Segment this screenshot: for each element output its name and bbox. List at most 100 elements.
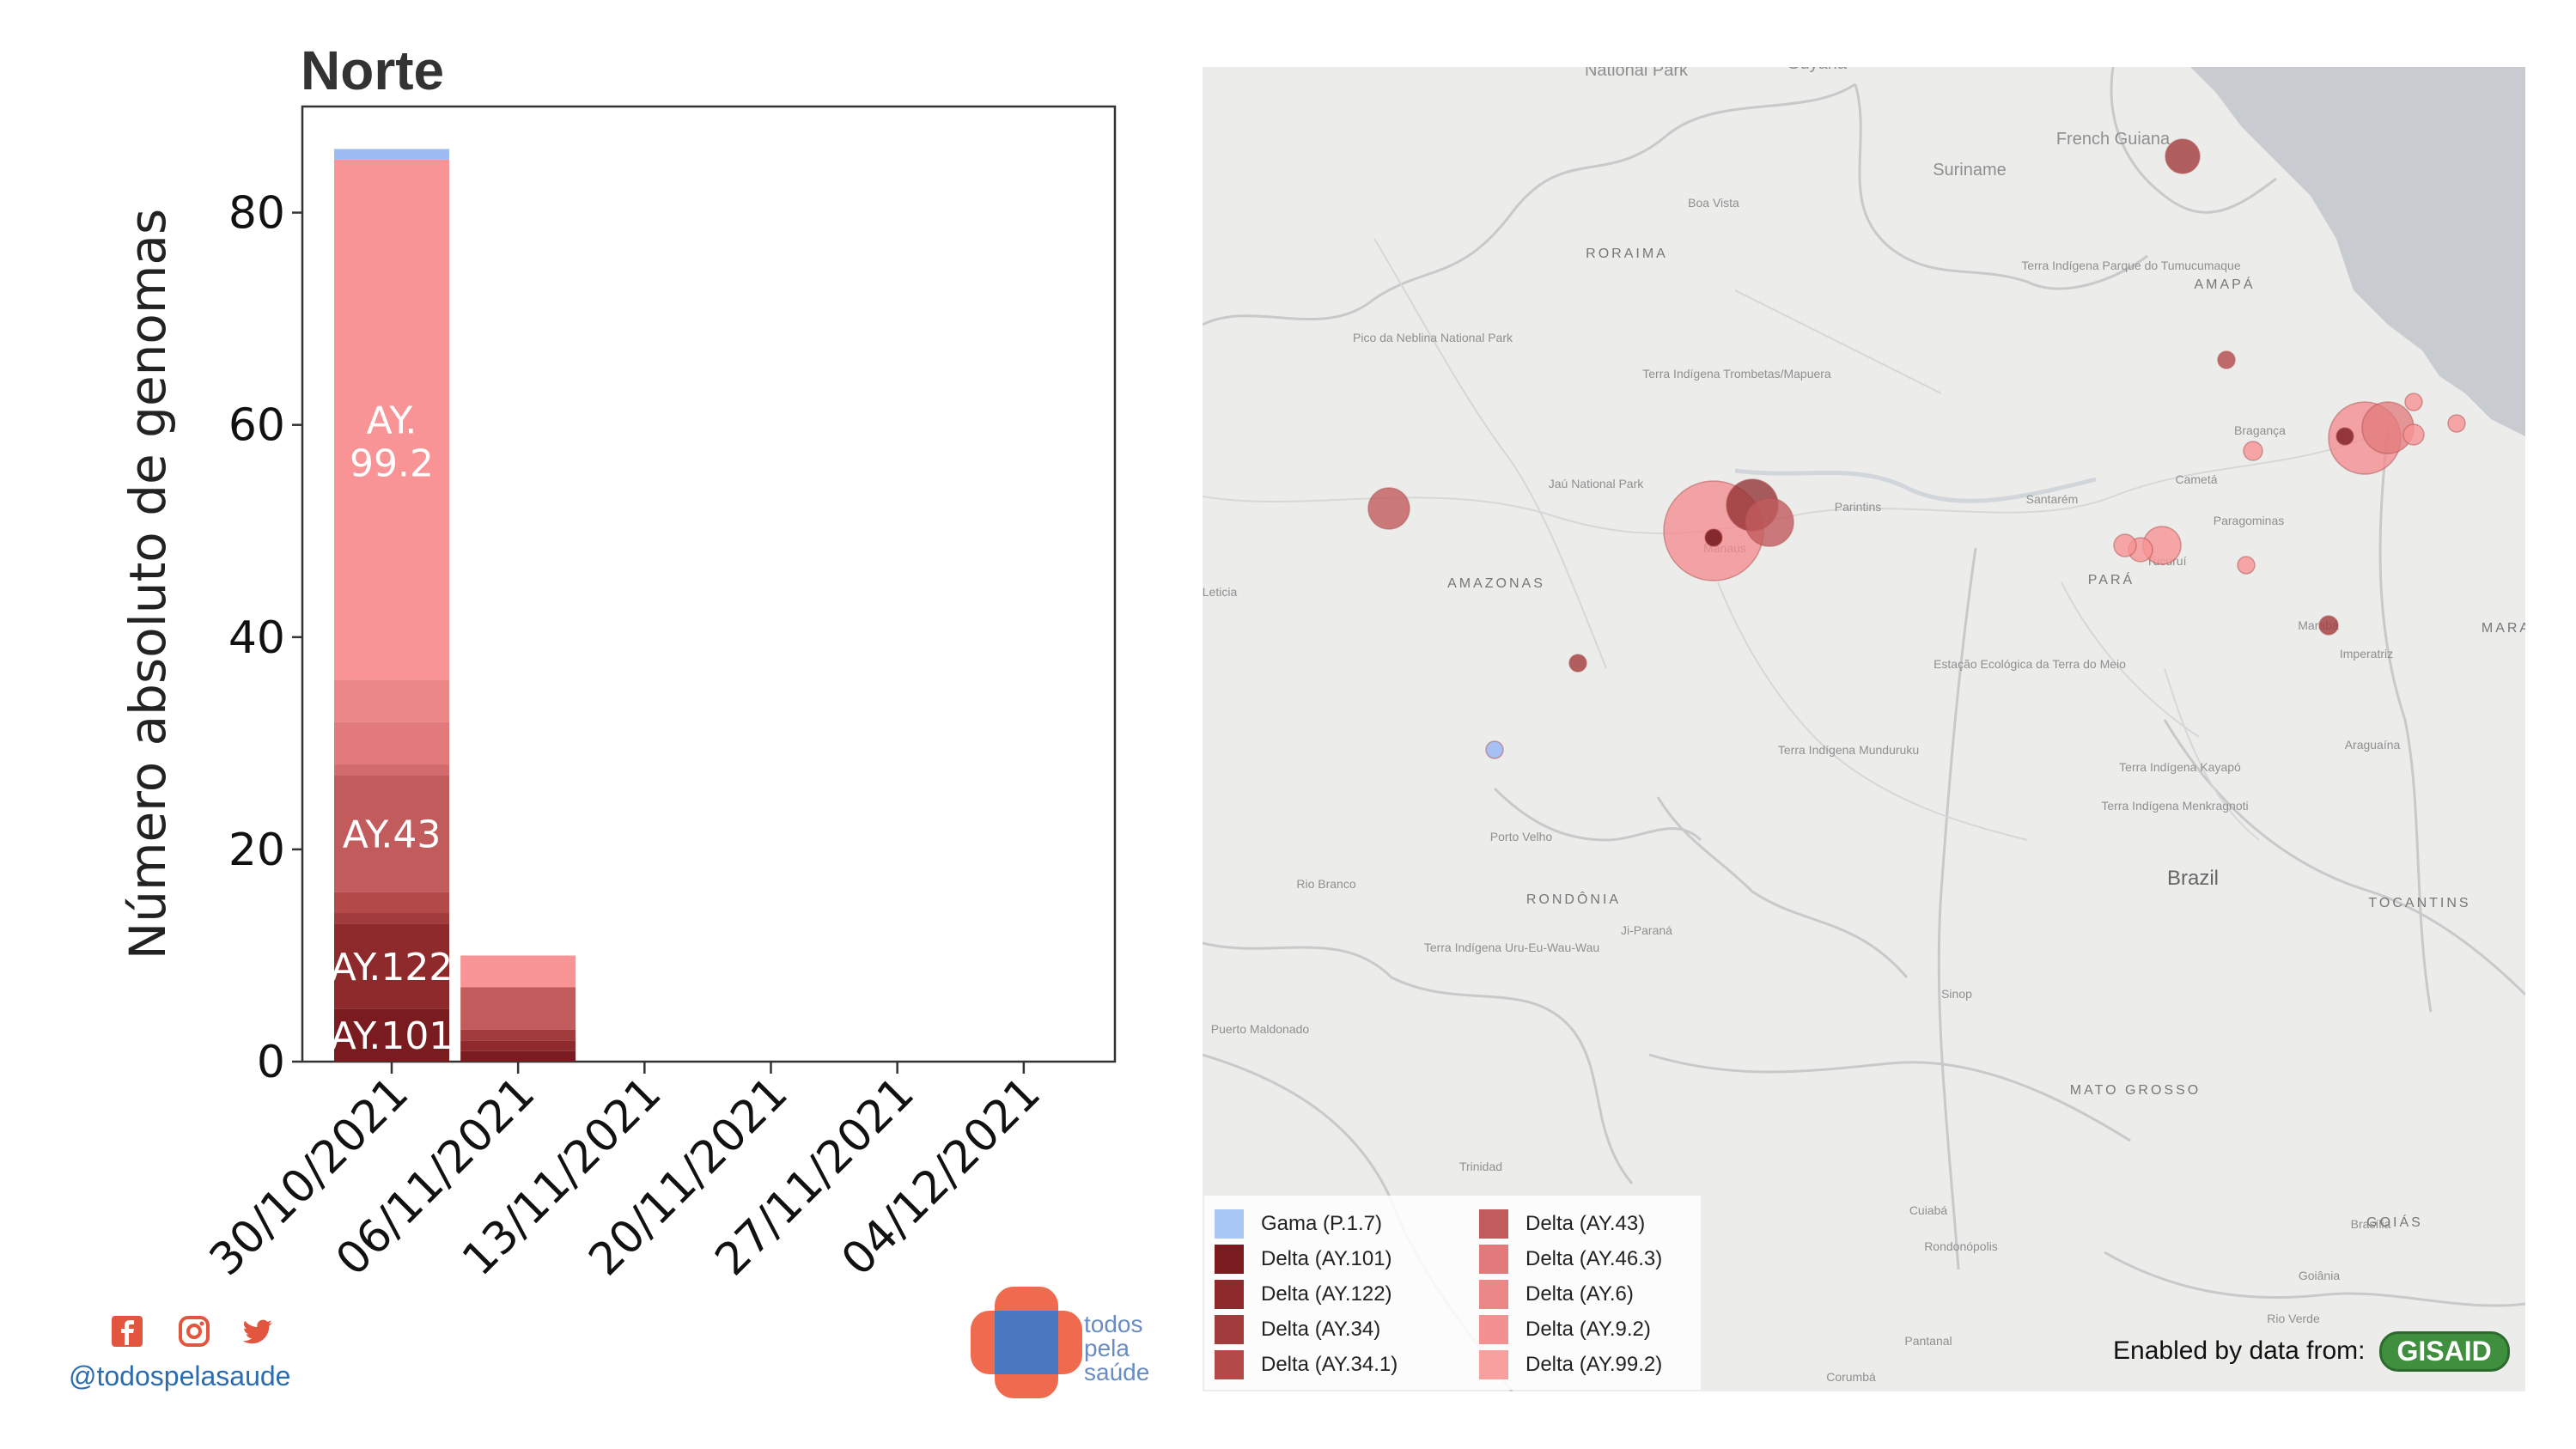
attribution: Enabled by data from: GISAID bbox=[2113, 1330, 2510, 1373]
bar-segment bbox=[334, 721, 449, 765]
legend-label: Delta (AY.99.2) bbox=[1526, 1352, 1663, 1376]
legend-label: Delta (AY.34) bbox=[1261, 1317, 1381, 1341]
bar-segment bbox=[460, 1050, 576, 1062]
map-canvas bbox=[1203, 67, 2525, 1391]
bar-segment bbox=[460, 987, 576, 1030]
map-place-label: Rio Verde bbox=[2267, 1312, 2320, 1325]
legend-swatch bbox=[1479, 1244, 1508, 1274]
map-bubble[interactable] bbox=[2318, 615, 2339, 636]
map-region-label: RORAIMA bbox=[1586, 247, 1668, 261]
bar-segment bbox=[334, 1008, 449, 1062]
brand-word-1: todos bbox=[1084, 1311, 1143, 1337]
legend-swatch bbox=[1215, 1314, 1244, 1344]
map-place-label: Estação Ecológica da Terra do Meio bbox=[1934, 657, 2126, 671]
legend-item: Delta (AY.99.2) bbox=[1469, 1347, 1701, 1382]
map-place-label: Trinidad bbox=[1459, 1160, 1502, 1173]
legend-item: Delta (AY.101) bbox=[1204, 1241, 1469, 1276]
map-place-label: Rondonópolis bbox=[1924, 1239, 1998, 1253]
map-region-label: TOCANTINS bbox=[2368, 896, 2470, 910]
legend-label: Gama (P.1.7) bbox=[1261, 1211, 1382, 1235]
bar-segment bbox=[334, 775, 449, 892]
map-bubble[interactable] bbox=[1367, 487, 1410, 530]
bar-segment bbox=[460, 955, 576, 988]
y-tick-label: 20 bbox=[228, 825, 285, 876]
map-place-label: Terra Indígena Parque do Tumucumaque bbox=[2021, 259, 2240, 272]
map-place-label: Porto Velho bbox=[1490, 830, 1553, 843]
map-region-label: MARA bbox=[2482, 621, 2525, 636]
legend-swatch bbox=[1479, 1209, 1508, 1239]
map-place-label: Brasília bbox=[2351, 1217, 2391, 1231]
map-bubble[interactable] bbox=[1485, 740, 1504, 759]
social-links: @todospelasaude bbox=[69, 1314, 344, 1400]
map-place-label: National Park bbox=[1585, 67, 1689, 80]
legend-swatch bbox=[1215, 1349, 1244, 1379]
map-country-label: Brazil bbox=[2167, 867, 2219, 890]
map-region-label: AMAPÁ bbox=[2194, 276, 2255, 292]
legend-label: Delta (AY.6) bbox=[1526, 1282, 1634, 1306]
legend-swatch bbox=[1479, 1349, 1508, 1379]
brand-word-2: pela bbox=[1084, 1335, 1130, 1361]
brand-cross-icon bbox=[971, 1287, 1082, 1398]
gisaid-logo[interactable]: GISAID bbox=[2378, 1330, 2510, 1372]
map-place-label: Bragança bbox=[2234, 423, 2286, 437]
chart-title: Norte bbox=[301, 40, 444, 101]
legend-item: Delta (AY.6) bbox=[1469, 1276, 1701, 1312]
social-handle[interactable]: @todospelasaude bbox=[69, 1361, 291, 1391]
map-place-label: Ji-Paraná bbox=[1621, 923, 1672, 937]
legend-label: Delta (AY.9.2) bbox=[1526, 1317, 1651, 1341]
twitter-icon[interactable] bbox=[241, 1314, 275, 1349]
map-place-label: Sinop bbox=[1941, 987, 1972, 1001]
y-tick-label: 40 bbox=[228, 612, 285, 664]
map-place-label: Boa Vista bbox=[1688, 196, 1739, 210]
legend-label: Delta (AY.101) bbox=[1261, 1246, 1392, 1270]
map-place-label: Terra Indígena Trombetas/Mapuera bbox=[1642, 367, 1831, 381]
legend-item: Gama (P.1.7) bbox=[1204, 1206, 1469, 1241]
map-place-label: Suriname bbox=[1933, 161, 2007, 180]
legend-item: Delta (AY.43) bbox=[1469, 1206, 1701, 1241]
map-region-label: AMAZONAS bbox=[1447, 576, 1545, 591]
segment-label: 99.2 bbox=[350, 442, 434, 486]
map-region-label: PARÁ bbox=[2088, 571, 2134, 588]
map-place-label: Santarém bbox=[2026, 492, 2079, 506]
map-bubble[interactable] bbox=[2447, 414, 2466, 433]
map-place-label: Corumbá bbox=[1826, 1370, 1876, 1384]
legend-item: Delta (AY.34.1) bbox=[1204, 1347, 1469, 1382]
legend-item: Delta (AY.46.3) bbox=[1469, 1241, 1701, 1276]
map-bubble[interactable] bbox=[1568, 654, 1587, 673]
map-place-label: Terra Indígena Kayapó bbox=[2119, 760, 2241, 774]
legend-swatch bbox=[1215, 1209, 1244, 1239]
map-legend: Gama (P.1.7) Delta (AY.43) Delta (AY.101) D… bbox=[1204, 1196, 1701, 1390]
facebook-icon[interactable] bbox=[110, 1314, 144, 1349]
map-place-label: French Guiana bbox=[2056, 130, 2171, 149]
map-bubble[interactable] bbox=[2243, 441, 2263, 461]
bar-segment bbox=[334, 923, 449, 1009]
map-bubbles bbox=[1367, 138, 2466, 759]
y-tick-label: 80 bbox=[228, 188, 285, 240]
legend-item: Delta (AY.122) bbox=[1204, 1276, 1469, 1312]
legend-label: Delta (AY.34.1) bbox=[1261, 1352, 1398, 1376]
map-bubble[interactable] bbox=[2217, 350, 2236, 369]
genome-map[interactable]: National Park Guyana Suriname French Guiana… bbox=[1203, 67, 2525, 1391]
segment-label: AY.43 bbox=[343, 813, 442, 856]
map-place-label: Jaú National Park bbox=[1549, 477, 1645, 490]
bar-segment bbox=[334, 159, 449, 680]
map-place-label: Terra Indígena Menkragnoti bbox=[2101, 799, 2248, 813]
map-place-label: Cametá bbox=[2175, 472, 2217, 486]
todos-pela-saude-logo: todos pela saúde bbox=[971, 1287, 1177, 1398]
map-bubble[interactable] bbox=[1745, 497, 1794, 547]
legend-swatch bbox=[1479, 1279, 1508, 1309]
map-bubble[interactable] bbox=[2113, 533, 2137, 557]
map-place-label: Goiânia bbox=[2299, 1269, 2340, 1282]
map-bubble[interactable] bbox=[1704, 528, 1723, 547]
map-place-label: Leticia bbox=[1203, 585, 1237, 599]
legend-swatch bbox=[1215, 1279, 1244, 1309]
y-axis-label: Número absoluto de genomas bbox=[119, 209, 177, 959]
map-bubble[interactable] bbox=[2237, 556, 2256, 575]
map-bubble[interactable] bbox=[2402, 423, 2425, 446]
legend-label: Delta (AY.122) bbox=[1261, 1282, 1392, 1306]
map-bubble[interactable] bbox=[2404, 393, 2423, 411]
chart: Norte 0 20 40 60 80 Número absoluto de genoma… bbox=[119, 40, 1117, 1286]
map-bubble[interactable] bbox=[2335, 427, 2354, 446]
instagram-icon[interactable] bbox=[177, 1314, 211, 1349]
map-bubble[interactable] bbox=[2165, 138, 2201, 174]
